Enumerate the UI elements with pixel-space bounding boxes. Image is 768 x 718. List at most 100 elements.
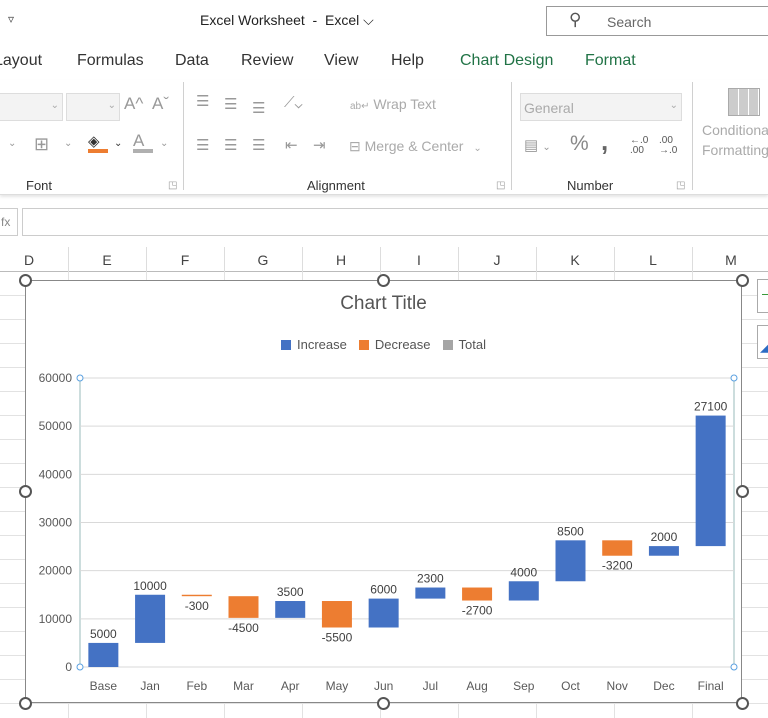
column-divider[interactable] [146, 247, 147, 272]
font-name-dropdown[interactable]: ⌄ [0, 93, 63, 121]
customize-quick-access-icon[interactable]: ▿ [8, 12, 15, 26]
legend-item-decrease[interactable]: Decrease [358, 337, 431, 352]
resize-handle[interactable] [377, 697, 390, 710]
insert-function-icon[interactable]: fx [0, 208, 18, 236]
document-title[interactable]: Excel Worksheet - Excel ⌵ [200, 12, 374, 29]
comma-style-button[interactable]: , [601, 126, 609, 156]
x-tick-label: Sep [513, 679, 535, 693]
plot-area-handle[interactable] [730, 663, 738, 671]
chart-styles-button[interactable]: ◢ [757, 325, 768, 359]
font-color-icon[interactable]: A [133, 131, 153, 153]
decrease-font-size-button[interactable]: Aˇ [152, 94, 169, 113]
tab-help[interactable]: Help [391, 52, 424, 69]
search-box[interactable]: ⚲ Search [546, 6, 768, 36]
alignment-dialog-launcher-icon[interactable]: ◳ [496, 180, 506, 191]
column-divider[interactable] [224, 247, 225, 272]
column-header-j[interactable]: J [493, 252, 501, 268]
bar-aug[interactable] [462, 587, 493, 601]
top-align-icon[interactable]: ☰ [196, 93, 210, 110]
column-header-m[interactable]: M [725, 252, 737, 268]
increase-decimal-button[interactable]: ←.0 .00 [630, 135, 649, 156]
resize-handle[interactable] [736, 274, 749, 287]
plot-area-handle[interactable] [76, 663, 84, 671]
fill-color-icon[interactable]: ◈ [88, 132, 108, 153]
column-divider[interactable] [380, 247, 381, 272]
formula-input[interactable] [22, 208, 768, 236]
column-divider[interactable] [458, 247, 459, 272]
borders-icon[interactable]: ⊞ [34, 134, 50, 154]
align-left-icon[interactable]: ☰ [196, 137, 210, 154]
column-divider[interactable] [68, 247, 69, 272]
tab-data[interactable]: Data [175, 52, 209, 69]
legend-swatch [358, 340, 369, 350]
decrease-indent-icon[interactable]: ⇤ [285, 137, 298, 154]
bar-apr[interactable] [275, 601, 306, 618]
column-header-d[interactable]: D [23, 252, 35, 268]
column-divider[interactable] [302, 247, 303, 272]
align-right-icon[interactable]: ☰ [252, 137, 266, 154]
bar-sep[interactable] [508, 581, 539, 601]
bar-jul[interactable] [415, 587, 446, 599]
chevron-down-icon[interactable]: ⌄ [114, 138, 123, 149]
bar-final[interactable] [695, 415, 726, 547]
column-header-f[interactable]: F [180, 252, 190, 268]
legend-item-total[interactable]: Total [442, 337, 486, 352]
chart[interactable]: Chart Title Increase Decrease Total 0 10000… [19, 274, 749, 710]
wrap-text-button[interactable]: ab↵ Wrap Text [350, 96, 436, 112]
plot-area-handle[interactable] [76, 374, 84, 382]
middle-align-icon[interactable]: ☰ [224, 96, 238, 113]
resize-handle[interactable] [19, 485, 32, 498]
tab-page-layout[interactable]: Layout [0, 52, 43, 69]
column-header-k[interactable]: K [570, 252, 580, 268]
percent-style-button[interactable]: % [570, 132, 589, 155]
chevron-down-icon[interactable]: ⌄ [64, 138, 73, 149]
chevron-down-icon[interactable]: ⌄ [8, 138, 17, 149]
orientation-icon[interactable]: ⟋⌄ [284, 94, 303, 111]
bar-mar[interactable] [228, 596, 259, 618]
column-divider[interactable] [614, 247, 615, 272]
chevron-down-icon[interactable]: ⌄ [160, 138, 169, 149]
increase-indent-icon[interactable]: ⇥ [313, 137, 326, 154]
column-header-l[interactable]: L [649, 252, 657, 268]
bar-jun[interactable] [368, 598, 399, 628]
merge-center-button[interactable]: ⊟ Merge & Center ⌄ [349, 138, 482, 154]
increase-font-size-button[interactable]: A^ [124, 94, 144, 113]
number-format-dropdown[interactable]: General ⌄ [520, 93, 682, 121]
resize-handle[interactable] [736, 485, 749, 498]
chart-legend[interactable]: Increase Decrease Total [26, 337, 741, 352]
column-divider[interactable] [692, 247, 693, 272]
accounting-format-icon[interactable]: ▤ ⌄ [524, 137, 551, 154]
tab-format[interactable]: Format [585, 52, 636, 69]
bar-may[interactable] [321, 601, 352, 628]
plot-area-handle[interactable] [730, 374, 738, 382]
column-header-h[interactable]: H [335, 252, 347, 268]
conditional-formatting-button[interactable]: Conditional Formatting [702, 88, 768, 160]
legend-item-increase[interactable]: Increase [281, 337, 347, 352]
font-dialog-launcher-icon[interactable]: ◳ [168, 180, 178, 191]
resize-handle[interactable] [19, 274, 32, 287]
column-header-e[interactable]: E [102, 252, 112, 268]
resize-handle[interactable] [19, 697, 32, 710]
tab-review[interactable]: Review [241, 52, 294, 69]
column-header-g[interactable]: G [257, 252, 269, 268]
resize-handle[interactable] [377, 274, 390, 287]
font-size-dropdown[interactable]: ⌄ [66, 93, 120, 121]
bottom-align-icon[interactable]: ☰ [252, 100, 266, 117]
column-header-i[interactable]: I [417, 252, 421, 268]
column-divider[interactable] [536, 247, 537, 272]
bar-oct[interactable] [555, 540, 586, 582]
bar-jan[interactable] [135, 594, 166, 643]
align-center-icon[interactable]: ☰ [224, 137, 238, 154]
bar-feb[interactable] [181, 594, 212, 597]
tab-formulas[interactable]: Formulas [77, 52, 144, 69]
bar-base[interactable] [88, 642, 119, 667]
bar-nov[interactable] [602, 540, 633, 556]
number-dialog-launcher-icon[interactable]: ◳ [676, 180, 686, 191]
tab-view[interactable]: View [324, 52, 359, 69]
tab-chart-design[interactable]: Chart Design [460, 52, 554, 69]
decrease-decimal-button[interactable]: .00 →.0 [659, 135, 678, 156]
chart-title[interactable]: Chart Title [340, 293, 427, 314]
resize-handle[interactable] [736, 697, 749, 710]
chart-elements-button[interactable] [757, 279, 768, 313]
bar-dec[interactable] [648, 546, 679, 556]
